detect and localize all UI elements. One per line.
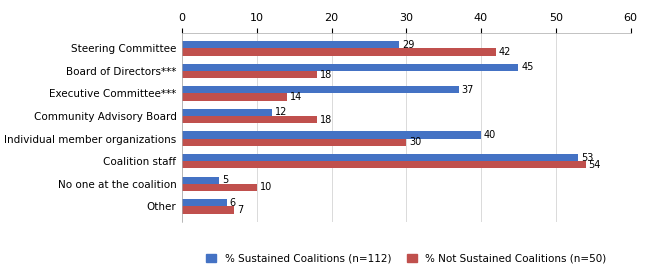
- Bar: [182, 161, 586, 169]
- Text: 53: 53: [581, 153, 593, 163]
- Text: 18: 18: [320, 70, 332, 79]
- Text: 40: 40: [484, 130, 496, 140]
- Text: 30: 30: [410, 137, 421, 147]
- Bar: [182, 177, 220, 184]
- Bar: [182, 93, 287, 101]
- Legend: % Sustained Coalitions (n=112), % Not Sustained Coalitions (n=50): % Sustained Coalitions (n=112), % Not Su…: [206, 254, 606, 264]
- Text: 37: 37: [462, 85, 474, 95]
- Text: 18: 18: [320, 115, 332, 125]
- Bar: [182, 86, 459, 93]
- Text: 45: 45: [521, 62, 534, 72]
- Text: 12: 12: [275, 108, 287, 117]
- Bar: [182, 131, 481, 139]
- Text: 7: 7: [237, 205, 244, 215]
- Bar: [182, 154, 578, 161]
- Text: 14: 14: [290, 92, 302, 102]
- Bar: [182, 41, 398, 48]
- Bar: [182, 71, 317, 78]
- Bar: [182, 64, 519, 71]
- Text: 29: 29: [402, 40, 414, 50]
- Bar: [182, 116, 317, 123]
- Bar: [182, 199, 227, 207]
- Text: 5: 5: [222, 175, 229, 185]
- Bar: [182, 184, 257, 191]
- Bar: [182, 109, 272, 116]
- Bar: [182, 48, 496, 56]
- Text: 10: 10: [260, 182, 272, 192]
- Bar: [182, 139, 406, 146]
- Bar: [182, 207, 235, 214]
- Text: 6: 6: [230, 198, 236, 208]
- Text: 54: 54: [589, 160, 601, 170]
- Text: 42: 42: [499, 47, 512, 57]
